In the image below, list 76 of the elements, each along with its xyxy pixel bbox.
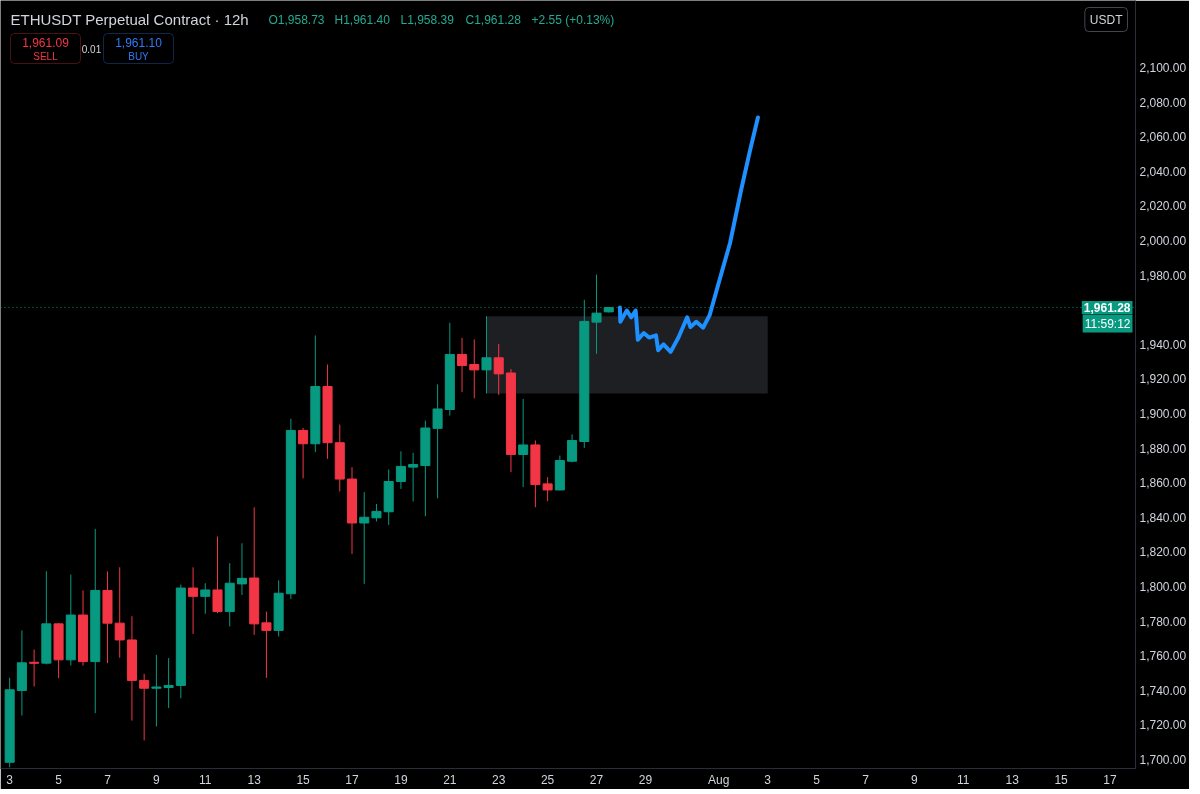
y-tick-label: 2,000.00 bbox=[1139, 233, 1187, 248]
annotation: 1,961.10 bbox=[115, 36, 163, 50]
y-tick-label: 1,860.00 bbox=[1139, 476, 1187, 491]
x-tick-label: 15 bbox=[1054, 772, 1069, 787]
y-tick-label: 1,940.00 bbox=[1139, 337, 1187, 352]
x-tick-label: 11 bbox=[957, 772, 970, 787]
y-tick-label: 1,720.00 bbox=[1139, 718, 1187, 733]
candlestick bbox=[298, 427, 309, 479]
candlestick bbox=[114, 566, 125, 659]
x-tick-label: 21 bbox=[443, 772, 457, 787]
y-tick-label: 2,020.00 bbox=[1139, 199, 1187, 214]
text: ETHUSDT Perpetual Contract · 12h bbox=[10, 11, 249, 28]
y-tick-label: 2,060.00 bbox=[1139, 130, 1187, 145]
y-tick-label: 1,820.00 bbox=[1139, 545, 1187, 560]
candlestick bbox=[261, 611, 272, 679]
y-tick-label: 1,740.00 bbox=[1139, 683, 1187, 698]
y-tick-label: 1,840.00 bbox=[1139, 510, 1187, 525]
y-tick-label: 2,080.00 bbox=[1139, 95, 1187, 110]
candlestick bbox=[212, 535, 223, 614]
candlestick bbox=[29, 648, 40, 687]
annotation: 11:59:12 bbox=[1084, 316, 1131, 331]
x-tick-label: 29 bbox=[638, 772, 653, 787]
x-tick-label: 17 bbox=[345, 772, 359, 787]
candlestick bbox=[236, 542, 247, 596]
annotation: +2.55 (+0.13%) bbox=[531, 12, 615, 27]
x-tick-label: 13 bbox=[247, 772, 262, 787]
x-tick-label: 15 bbox=[296, 772, 311, 787]
x-tick-label: 17 bbox=[1103, 772, 1118, 787]
x-tick-label: 25 bbox=[540, 772, 555, 787]
annotation: 1,961.09 bbox=[22, 36, 70, 50]
candlestick bbox=[359, 491, 370, 585]
annotation: USDT bbox=[1089, 12, 1124, 27]
annotation: BUY bbox=[128, 51, 150, 62]
annotation: L1,958.39 bbox=[400, 12, 455, 27]
y-tick-label: 1,780.00 bbox=[1139, 614, 1187, 629]
annotation: H1,961.40 bbox=[334, 12, 391, 27]
ref-line-label: 1,961.28 bbox=[1083, 300, 1131, 315]
y-tick-label: 1,880.00 bbox=[1139, 441, 1187, 456]
candlestick bbox=[200, 582, 211, 615]
candlestick bbox=[432, 383, 443, 499]
candlestick bbox=[469, 338, 480, 399]
candlestick bbox=[188, 566, 199, 635]
y-tick-label: 1,920.00 bbox=[1139, 372, 1187, 387]
x-tick-label: 13 bbox=[1005, 772, 1020, 787]
x-tick-label: 23 bbox=[492, 772, 506, 787]
x-tick-label: 3 bbox=[6, 772, 14, 787]
x-tick-label: 27 bbox=[589, 772, 604, 787]
candlestick bbox=[408, 452, 419, 503]
y-tick-label: 1,980.00 bbox=[1139, 268, 1187, 283]
y-tick-label: 1,760.00 bbox=[1139, 649, 1187, 664]
x-tick-label: 3 bbox=[764, 772, 772, 787]
candlestick bbox=[518, 398, 529, 488]
y-tick-label: 2,040.00 bbox=[1139, 164, 1187, 179]
x-tick-label: 7 bbox=[104, 772, 112, 787]
x-tick-label: 9 bbox=[153, 772, 161, 787]
x-tick-label: Aug bbox=[708, 772, 730, 787]
candlestick bbox=[139, 673, 150, 741]
x-tick-label: 9 bbox=[911, 772, 919, 787]
x-tick-label: 5 bbox=[55, 772, 63, 787]
y-tick-label: 1,800.00 bbox=[1139, 579, 1187, 594]
x-tick-label: 5 bbox=[813, 772, 821, 787]
y-tick-label: 1,900.00 bbox=[1139, 406, 1187, 421]
x-tick-label: 19 bbox=[394, 772, 408, 787]
candlestick bbox=[493, 343, 504, 396]
y-tick-label: 2,100.00 bbox=[1139, 60, 1187, 75]
annotation: 0.01 bbox=[81, 43, 102, 55]
x-tick-label: 11 bbox=[199, 772, 212, 787]
candlestick bbox=[567, 433, 578, 463]
candlestick bbox=[457, 337, 468, 393]
annotation: O1,958.73 bbox=[268, 12, 325, 27]
y-tick-label: 1,700.00 bbox=[1139, 753, 1187, 767]
candlestick bbox=[481, 315, 492, 394]
candlestick bbox=[395, 450, 406, 490]
annotation: SELL bbox=[33, 51, 59, 62]
x-tick-label: 7 bbox=[862, 772, 870, 787]
annotation: C1,961.28 bbox=[465, 12, 522, 27]
